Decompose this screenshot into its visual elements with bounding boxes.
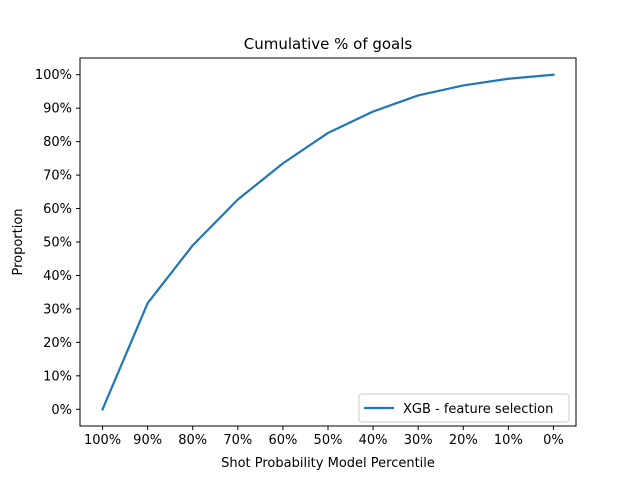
x-tick-label-40pct: 40% bbox=[359, 433, 388, 448]
x-axis: 100% 90% 80% 70% 60% 50% 40% 30% 20% 10% 0% bbox=[84, 426, 564, 448]
y-tick-label-10pct: 10% bbox=[43, 369, 72, 384]
y-tick-label-50pct: 50% bbox=[43, 236, 72, 251]
x-axis-label: Shot Probability Model Percentile bbox=[221, 456, 435, 471]
x-tick-label-20pct: 20% bbox=[449, 433, 478, 448]
y-tick-label-100pct: 100% bbox=[35, 68, 72, 83]
x-tick-label-50pct: 50% bbox=[314, 433, 343, 448]
y-tick-label-70pct: 70% bbox=[43, 169, 72, 184]
legend-box bbox=[358, 393, 570, 423]
y-tick-label-40pct: 40% bbox=[43, 269, 72, 284]
x-tick-label-0pct: 0% bbox=[543, 433, 564, 448]
x-tick-label-80pct: 80% bbox=[178, 433, 207, 448]
legend: XGB - feature selection bbox=[358, 393, 570, 423]
x-tick-label-70pct: 70% bbox=[223, 433, 252, 448]
plot-area bbox=[101, 73, 555, 411]
y-tick-label-0pct: 0% bbox=[51, 403, 72, 418]
y-tick-label-30pct: 30% bbox=[43, 302, 72, 317]
x-tick-label-60pct: 60% bbox=[268, 433, 297, 448]
y-tick-label-60pct: 60% bbox=[43, 202, 72, 217]
y-axis: 0% 10% 20% 30% 40% 50% 60% 70% 80% 90% 100% bbox=[35, 68, 80, 418]
y-tick-label-20pct: 20% bbox=[43, 336, 72, 351]
y-axis-label: Proportion bbox=[11, 208, 26, 275]
plot-frame bbox=[79, 57, 577, 427]
y-tick-label-90pct: 90% bbox=[43, 102, 72, 117]
series-line-xgb-feature-selection bbox=[101, 73, 555, 411]
x-tick-label-100pct: 100% bbox=[84, 433, 121, 448]
chart-title: Cumulative % of goals bbox=[244, 35, 413, 53]
x-tick-label-90pct: 90% bbox=[133, 433, 162, 448]
y-tick-label-80pct: 80% bbox=[43, 135, 72, 150]
legend-label-xgb-feature-selection: XGB - feature selection bbox=[403, 402, 553, 417]
x-tick-label-30pct: 30% bbox=[404, 433, 433, 448]
x-tick-label-10pct: 10% bbox=[494, 433, 523, 448]
